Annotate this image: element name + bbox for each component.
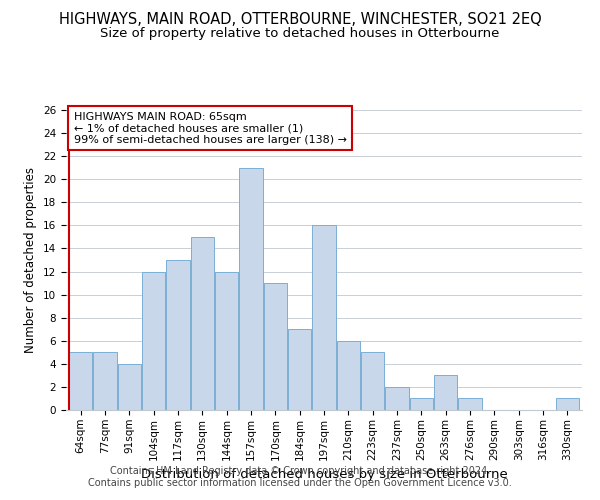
Bar xyxy=(239,168,263,410)
Y-axis label: Number of detached properties: Number of detached properties xyxy=(25,167,37,353)
Bar xyxy=(313,226,335,410)
Text: Size of property relative to detached houses in Otterbourne: Size of property relative to detached ho… xyxy=(100,28,500,40)
Bar xyxy=(142,272,165,410)
Bar xyxy=(556,398,579,410)
Bar xyxy=(264,283,287,410)
Text: HIGHWAYS MAIN ROAD: 65sqm
← 1% of detached houses are smaller (1)
99% of semi-de: HIGHWAYS MAIN ROAD: 65sqm ← 1% of detach… xyxy=(74,112,347,144)
Bar xyxy=(166,260,190,410)
Bar xyxy=(215,272,238,410)
Bar xyxy=(410,398,433,410)
Bar xyxy=(458,398,482,410)
Bar xyxy=(361,352,384,410)
X-axis label: Distribution of detached houses by size in Otterbourne: Distribution of detached houses by size … xyxy=(140,468,508,481)
Bar xyxy=(434,376,457,410)
Bar xyxy=(337,341,360,410)
Bar xyxy=(288,329,311,410)
Bar xyxy=(191,237,214,410)
Bar xyxy=(94,352,116,410)
Bar xyxy=(385,387,409,410)
Text: Contains HM Land Registry data © Crown copyright and database right 2024.
Contai: Contains HM Land Registry data © Crown c… xyxy=(88,466,512,487)
Text: HIGHWAYS, MAIN ROAD, OTTERBOURNE, WINCHESTER, SO21 2EQ: HIGHWAYS, MAIN ROAD, OTTERBOURNE, WINCHE… xyxy=(59,12,541,28)
Bar xyxy=(69,352,92,410)
Bar xyxy=(118,364,141,410)
